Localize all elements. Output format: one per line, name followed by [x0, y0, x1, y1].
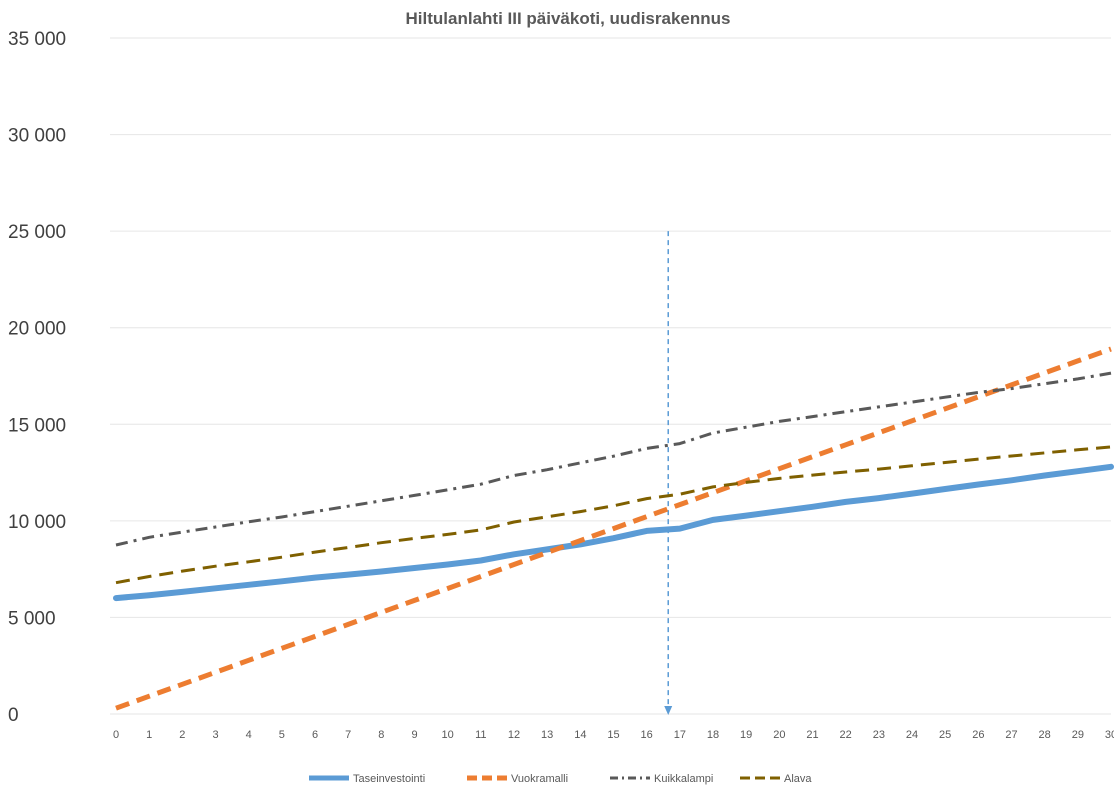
- x-tick-label: 1: [146, 729, 152, 741]
- x-tick-label: 11: [475, 729, 486, 741]
- x-tick-label: 4: [246, 729, 252, 741]
- x-tick-label: 10: [442, 729, 454, 741]
- x-tick-label: 23: [873, 729, 885, 741]
- x-tick-label: 19: [740, 729, 752, 741]
- x-tick-label: 7: [345, 729, 351, 741]
- series-line: [115, 346, 1112, 711]
- x-tick-label: 17: [674, 729, 686, 741]
- y-tick-label: 10 000: [8, 512, 66, 533]
- y-tick-label: 35 000: [8, 29, 66, 50]
- x-tick-label: 8: [378, 729, 384, 741]
- y-tick-label: 15 000: [8, 415, 66, 436]
- y-axis: 0 5 000 10 000 15 000 20 000 25 000 30 000 35 0…: [8, 29, 66, 726]
- x-tick-label: 21: [806, 729, 818, 741]
- x-tick-label: 25: [939, 729, 951, 741]
- x-axis: 0 1 2 3 4 5 6 7 8 9 10 11 12 13 14 15 16 17 18 19 20 21 22 23 24…: [113, 729, 1114, 741]
- x-tick-label: 18: [707, 729, 719, 741]
- y-tick-label: 5 000: [8, 608, 56, 629]
- y-tick-label: 30 000: [8, 126, 66, 147]
- x-tick-label: 15: [607, 729, 619, 741]
- x-tick-label: 29: [1072, 729, 1084, 741]
- x-tick-label: 26: [972, 729, 984, 741]
- x-tick-label: 30: [1105, 729, 1114, 741]
- x-tick-label: 20: [773, 729, 785, 741]
- legend-label: Vuokramalli: [511, 773, 568, 785]
- y-tick-label: 0: [8, 705, 19, 726]
- x-tick-label: 27: [1005, 729, 1017, 741]
- x-tick-label: 22: [840, 729, 852, 741]
- y-tick-label: 20 000: [8, 319, 66, 340]
- series: [113, 346, 1114, 711]
- x-tick-label: 24: [906, 729, 918, 741]
- x-tick-label: 13: [541, 729, 553, 741]
- x-tick-label: 12: [508, 729, 520, 741]
- legend: Taseinvestointi Vuokramalli Kuikkalampi Ala…: [309, 773, 812, 785]
- x-tick-label: 28: [1039, 729, 1051, 741]
- marker-arrow: [664, 706, 673, 715]
- chart-title: Hiltulanlahti III päiväkoti, uudisrakenn…: [406, 9, 731, 28]
- x-tick-label: 16: [641, 729, 653, 741]
- grid: [110, 37, 1111, 715]
- x-tick-label: 9: [411, 729, 417, 741]
- x-tick-label: 3: [212, 729, 218, 741]
- x-tick-label: 0: [113, 729, 119, 741]
- marker: [664, 231, 673, 715]
- series-line: [115, 445, 1112, 585]
- x-tick-label: 14: [574, 729, 586, 741]
- x-tick-label: 5: [279, 729, 285, 741]
- legend-label: Taseinvestointi: [353, 773, 425, 785]
- legend-label: Kuikkalampi: [654, 773, 713, 785]
- legend-label: Alava: [784, 773, 812, 785]
- x-tick-label: 6: [312, 729, 318, 741]
- x-tick-label: 2: [179, 729, 185, 741]
- series-line: [115, 371, 1112, 547]
- y-tick-label: 25 000: [8, 222, 66, 243]
- series-line: [113, 463, 1114, 602]
